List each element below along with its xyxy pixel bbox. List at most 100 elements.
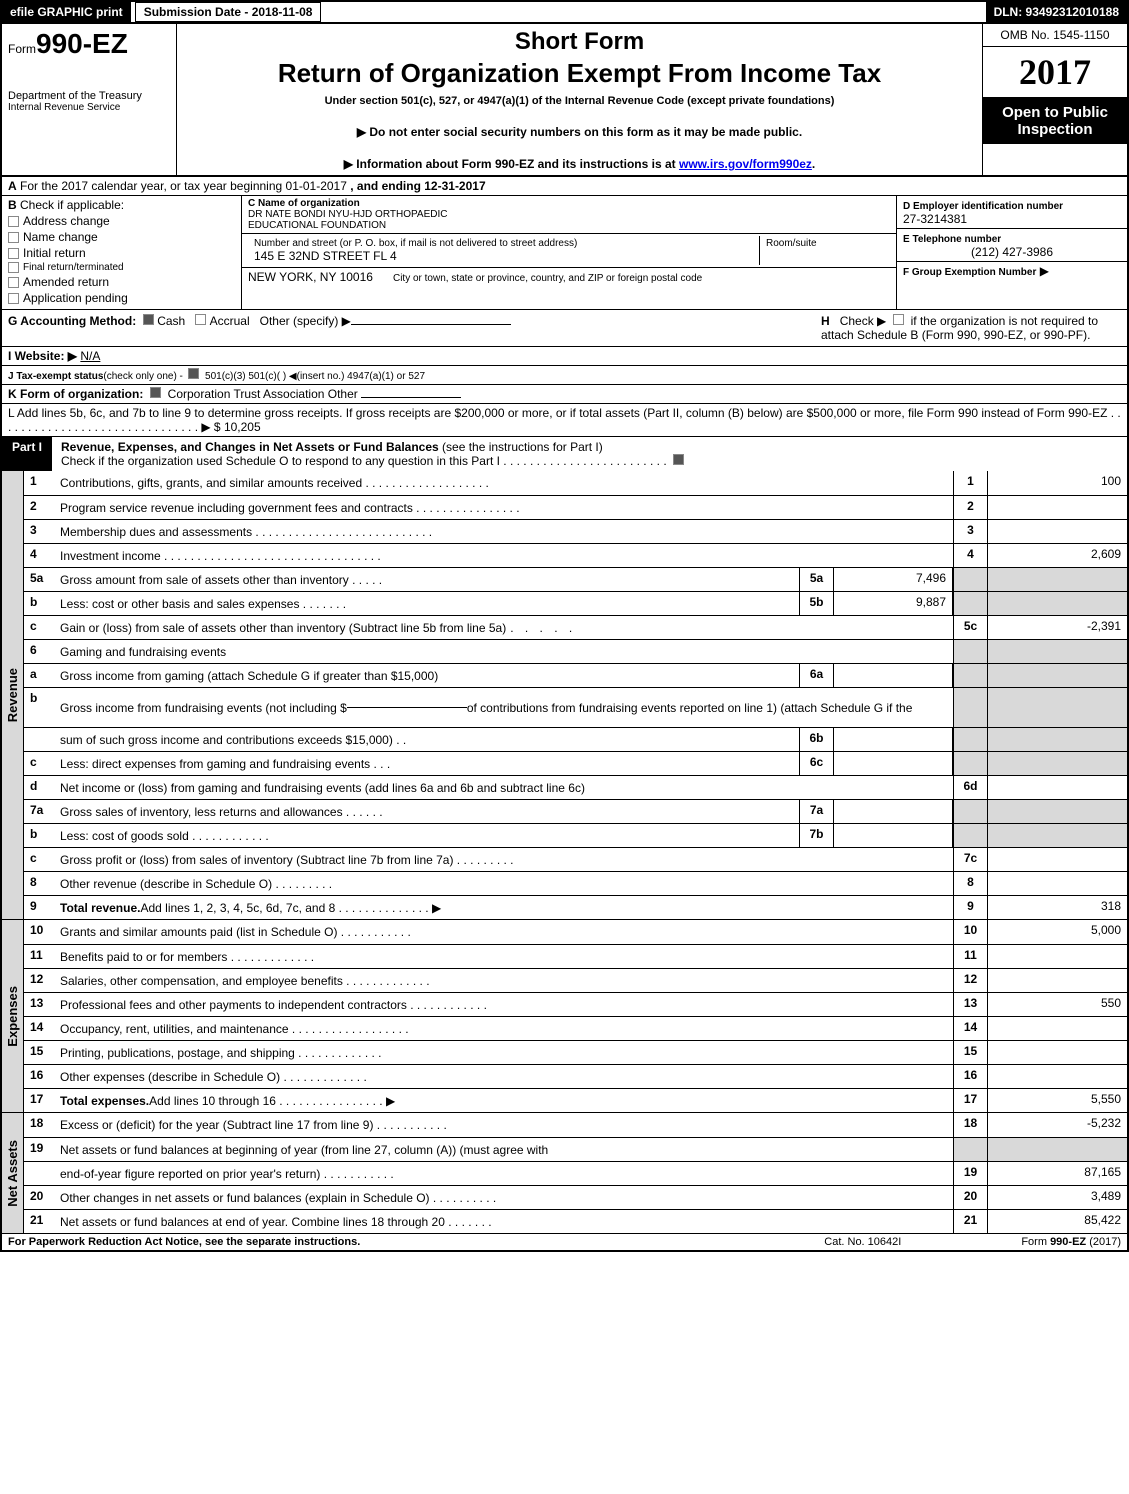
- line-desc: Excess or (deficit) for the year (Subtra…: [58, 1113, 953, 1137]
- instructions-link[interactable]: www.irs.gov/form990ez: [679, 157, 812, 171]
- line-no: 5a: [24, 568, 58, 591]
- checkbox-corporation[interactable]: [150, 387, 161, 398]
- line-no: 20: [24, 1186, 58, 1209]
- line-desc: Salaries, other compensation, and employ…: [58, 969, 953, 992]
- line-value: 5,000: [987, 920, 1127, 944]
- website-label: I Website: ▶: [8, 349, 77, 363]
- org-name-1: DR NATE BONDI NYU-HJD ORTHOPAEDIC: [248, 209, 890, 220]
- sub-box: 7a: [799, 800, 833, 823]
- line-box: 6d: [953, 776, 987, 799]
- sub-value: [833, 824, 953, 847]
- line-value: [987, 1065, 1127, 1088]
- shaded-cell: [987, 1138, 1127, 1161]
- section-def: D Employer identification number 27-3214…: [897, 196, 1127, 309]
- tax-exempt-options: 501(c)(3) 501(c)( ) ◀(insert no.) 4947(a…: [205, 371, 425, 382]
- line-desc: end-of-year figure reported on prior yea…: [58, 1162, 953, 1185]
- dln-number: DLN: 93492312010188: [986, 2, 1127, 22]
- line-no: 14: [24, 1017, 58, 1040]
- line-value: 318: [987, 896, 1127, 919]
- shaded-cell: [953, 800, 987, 823]
- form-of-org-label: K Form of organization:: [8, 387, 143, 401]
- opt-application-pending: Application pending: [23, 291, 128, 305]
- opt-accrual: Accrual: [210, 314, 250, 328]
- opt-amended-return: Amended return: [23, 275, 109, 289]
- shaded-cell: [953, 752, 987, 775]
- line-desc: Gaming and fundraising events: [58, 640, 953, 663]
- ssn-warning: ▶ Do not enter social security numbers o…: [181, 125, 978, 139]
- line-desc: Benefits paid to or for members . . . . …: [58, 945, 953, 968]
- checkbox-application-pending[interactable]: [8, 293, 19, 304]
- line-box: 9: [953, 896, 987, 919]
- shaded-cell: [953, 640, 987, 663]
- open-to-public: Open to Public Inspection: [983, 98, 1127, 144]
- checkbox-schedule-b[interactable]: [893, 314, 904, 325]
- header-left: Form990-EZ Department of the Treasury In…: [2, 24, 177, 175]
- checkbox-final-return[interactable]: [8, 262, 19, 273]
- line-desc: Occupancy, rent, utilities, and maintena…: [58, 1017, 953, 1040]
- cat-no: Cat. No. 10642I: [824, 1236, 901, 1248]
- sub-box: 6a: [799, 664, 833, 687]
- sub-box: 6c: [799, 752, 833, 775]
- efile-print-button[interactable]: efile GRAPHIC print: [2, 2, 131, 22]
- section-c: C Name of organization DR NATE BONDI NYU…: [242, 196, 897, 309]
- line-no: d: [24, 776, 58, 799]
- checkbox-accrual[interactable]: [195, 314, 206, 325]
- line-desc: Other changes in net assets or fund bala…: [58, 1186, 953, 1209]
- revenue-section: Revenue 1Contributions, gifts, grants, a…: [2, 471, 1127, 920]
- line-box: 18: [953, 1113, 987, 1137]
- line-no: 13: [24, 993, 58, 1016]
- line-no: 7a: [24, 800, 58, 823]
- omb-number: OMB No. 1545-1150: [983, 24, 1127, 47]
- tel-value: (212) 427-3986: [903, 245, 1121, 259]
- line-no: b: [24, 824, 58, 847]
- part-i-header: Part I Revenue, Expenses, and Changes in…: [2, 437, 1127, 471]
- checkbox-501c3[interactable]: [188, 368, 199, 379]
- label-h: H: [821, 314, 830, 328]
- line-l-text: L Add lines 5b, 6c, and 7b to line 9 to …: [8, 406, 1121, 434]
- line-desc: Printing, publications, postage, and shi…: [58, 1041, 953, 1064]
- form-header: Form990-EZ Department of the Treasury In…: [2, 24, 1127, 177]
- line-no: 4: [24, 544, 58, 567]
- line-desc: Gross sales of inventory, less returns a…: [58, 800, 799, 823]
- part-i-check-line: Check if the organization used Schedule …: [61, 454, 667, 468]
- checkbox-schedule-o[interactable]: [673, 454, 684, 465]
- expenses-tab: Expenses: [2, 920, 24, 1112]
- line-box: 4: [953, 544, 987, 567]
- checkbox-address-change[interactable]: [8, 216, 19, 227]
- revenue-tab: Revenue: [2, 471, 24, 919]
- instr-prefix: ▶ Information about Form 990-EZ and its …: [344, 157, 679, 171]
- city-label: City or town, state or province, country…: [393, 273, 702, 284]
- h-check: Check ▶: [840, 314, 887, 328]
- form-of-org-options: Corporation Trust Association Other: [168, 387, 358, 401]
- line-box: 19: [953, 1162, 987, 1185]
- line-value: [987, 776, 1127, 799]
- checkbox-amended-return[interactable]: [8, 277, 19, 288]
- line-no: b: [24, 592, 58, 615]
- line-desc: Contributions, gifts, grants, and simila…: [58, 471, 953, 495]
- shaded-cell: [987, 592, 1127, 615]
- checkbox-cash[interactable]: [143, 314, 154, 325]
- subtitle: Under section 501(c), 527, or 4947(a)(1)…: [181, 95, 978, 107]
- sub-box: 6b: [799, 728, 833, 751]
- sub-value: 9,887: [833, 592, 953, 615]
- line-no: 19: [24, 1138, 58, 1161]
- line-desc: Less: cost or other basis and sales expe…: [58, 592, 799, 615]
- line-desc: sum of such gross income and contributio…: [58, 728, 799, 751]
- line-desc: Investment income . . . . . . . . . . . …: [58, 544, 953, 567]
- website-value: N/A: [80, 349, 100, 363]
- line-desc: Gross profit or (loss) from sales of inv…: [58, 848, 953, 871]
- header-right: OMB No. 1545-1150 2017 Open to Public In…: [982, 24, 1127, 175]
- checkbox-initial-return[interactable]: [8, 248, 19, 259]
- line-no: [24, 728, 58, 751]
- line-no: 3: [24, 520, 58, 543]
- instructions-line: ▶ Information about Form 990-EZ and its …: [181, 157, 978, 171]
- line-desc: Membership dues and assessments . . . . …: [58, 520, 953, 543]
- line-no: 15: [24, 1041, 58, 1064]
- checkbox-name-change[interactable]: [8, 232, 19, 243]
- page-container: efile GRAPHIC print Submission Date - 20…: [0, 0, 1129, 1252]
- line-no: 11: [24, 945, 58, 968]
- line-value: [987, 496, 1127, 519]
- shaded-cell: [987, 728, 1127, 751]
- opt-name-change: Name change: [23, 230, 98, 244]
- tel-label: E Telephone number: [903, 234, 1001, 245]
